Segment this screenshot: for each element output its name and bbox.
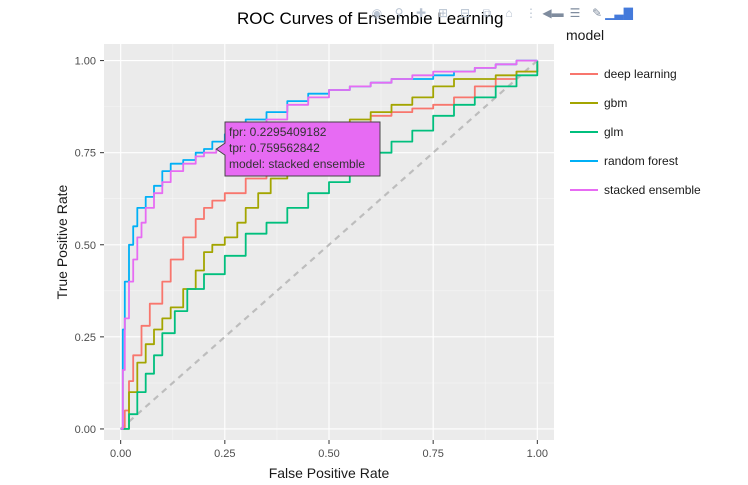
x-axis-title: False Positive Rate: [269, 465, 390, 481]
hover-tpr-label: tpr: 0.759562842: [229, 141, 320, 155]
series-line-gbm[interactable]: [120, 64, 539, 430]
x-tick-label: 0.25: [214, 448, 235, 460]
hover-compare-icon[interactable]: ☰: [569, 6, 581, 20]
zoom-out-icon[interactable]: ⊟: [459, 6, 471, 20]
y-tick-label: 0.50: [75, 240, 96, 252]
y-tick-label: 0.25: [75, 332, 96, 344]
legend-label-deep-learning[interactable]: deep learning: [604, 67, 677, 81]
hover-box: [215, 121, 381, 177]
axis-ticks: 0.00 0.25 0.50 0.75 1.00 0.00 0.25 0.50 0.75 1.00: [75, 56, 548, 460]
legend-label-random-forest[interactable]: random forest: [604, 154, 679, 168]
plotly-logo-icon[interactable]: ▁▃▇: [605, 6, 633, 20]
y-axis-title: True Positive Rate: [54, 184, 70, 299]
y-tick-label: 1.00: [75, 56, 96, 68]
pan-icon[interactable]: ✚: [415, 6, 427, 20]
modebar: ◉ ⚲ ✚ ⊞ ⊟ ⧉ ⌂ ⋮ ◀▬ ☰ ✎ ▁▃▇: [366, 4, 633, 22]
legend: model deep learning gbm glm random forest st…: [566, 27, 701, 197]
autoscale-icon[interactable]: ⧉: [482, 5, 492, 20]
home-icon[interactable]: ⌂: [505, 6, 513, 20]
camera-icon[interactable]: ◉: [371, 6, 383, 20]
x-tick-label: 0.00: [110, 448, 131, 460]
legend-label-stacked-ensemble[interactable]: stacked ensemble: [604, 183, 701, 197]
x-tick-label: 1.00: [527, 448, 548, 460]
hover-fpr-label: fpr: 0.2295409182: [229, 125, 327, 139]
spike-lines-icon[interactable]: ⋮: [525, 6, 537, 20]
legend-title: model: [566, 27, 604, 43]
legend-label-gbm[interactable]: gbm: [604, 96, 627, 110]
edit-icon[interactable]: ✎: [591, 6, 603, 20]
y-tick-label: 0.00: [75, 424, 96, 436]
zoom-in-icon[interactable]: ⊞: [437, 6, 449, 20]
hover-closest-icon[interactable]: ◀▬: [542, 6, 564, 20]
y-tick-label: 0.75: [75, 148, 96, 160]
reference-diagonal-line: [119, 59, 539, 430]
chart-title: ROC Curves of Ensemble Learning: [237, 9, 503, 28]
series-line-glm[interactable]: [120, 60, 539, 430]
hover-model-label: model: stacked ensemble: [229, 157, 365, 171]
x-tick-label: 0.75: [422, 448, 443, 460]
legend-label-glm[interactable]: glm: [604, 125, 623, 139]
hover-tooltip: fpr: 0.2295409182 tpr: 0.759562842 model: …: [215, 121, 381, 177]
zoom-icon[interactable]: ⚲: [394, 6, 404, 20]
x-tick-label: 0.50: [318, 448, 339, 460]
